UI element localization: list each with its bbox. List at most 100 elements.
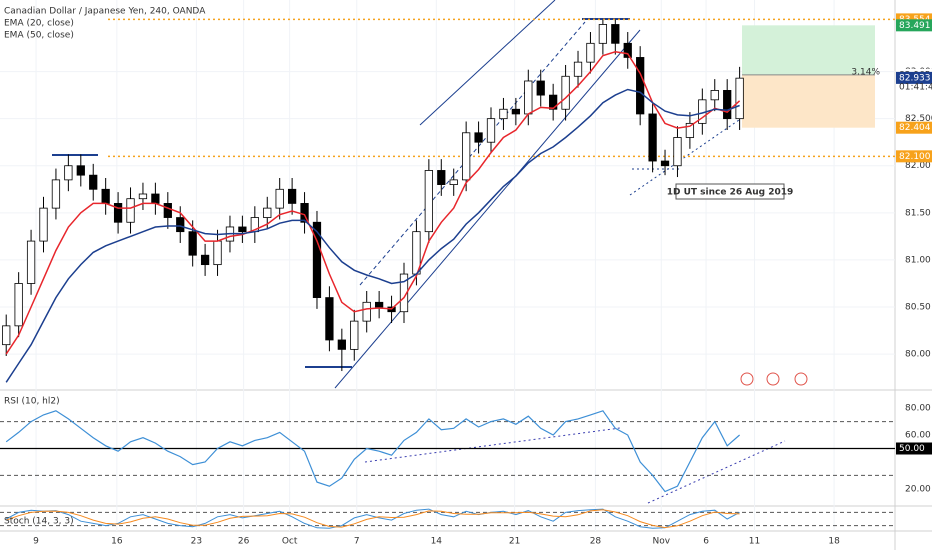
channel-mid (359, 21, 586, 286)
candle-body (113, 203, 123, 223)
candle-body (263, 207, 272, 218)
rsi-tick-label: 60.00 (905, 431, 931, 441)
ema-line (5, 51, 741, 355)
event-icon (766, 372, 780, 386)
chart-title: Canadian Dollar / Japanese Yen, 240, OAN… (4, 7, 206, 17)
stop-zone (742, 74, 875, 128)
price-label-box (896, 71, 932, 84)
midline-label: 50.00 (899, 444, 925, 454)
candle-body (89, 174, 98, 190)
candle-body (126, 198, 135, 223)
candle-body (474, 132, 483, 143)
x-tick-label: 9 (33, 537, 39, 547)
price-label: 82.404 (899, 123, 931, 133)
rsi-label: RSI (10, hl2) (4, 397, 60, 407)
candle-body (611, 24, 620, 44)
event-icon (794, 372, 808, 386)
x-tick-label: 7 (354, 537, 360, 547)
x-tick-label: 23 (191, 537, 202, 547)
candle-body (64, 165, 73, 181)
channel-line (334, 29, 641, 389)
y-tick-label: 82.500 (905, 114, 932, 124)
x-tick-label: Nov (653, 537, 671, 547)
drawings (52, 0, 808, 504)
candle-body (462, 132, 471, 181)
candle-body (536, 80, 545, 96)
ema-line (5, 88, 740, 383)
target-zone (742, 25, 875, 75)
candle-body (437, 170, 446, 185)
candle-body (636, 57, 645, 115)
price-label: 82.100 (899, 152, 931, 162)
candle-body (39, 207, 48, 242)
midline-label-box (896, 442, 932, 455)
candle-body (685, 122, 695, 138)
candle-body (598, 24, 608, 44)
candle-body (424, 170, 433, 233)
candle-body (76, 165, 85, 176)
candle-body (673, 137, 682, 167)
candle-body (26, 240, 36, 284)
candle-body (138, 193, 148, 200)
rsi-trendline (364, 427, 621, 463)
annotation: 1D UT since 26 Aug 2019 (667, 188, 794, 198)
candle-body (561, 75, 570, 110)
y-tick-label: 81.00 (905, 255, 931, 265)
candle-body (287, 188, 297, 204)
stoch-line (6, 509, 740, 529)
candle-body (51, 179, 61, 209)
candle-body (648, 113, 657, 162)
candle-body (325, 297, 334, 341)
candle-body (549, 94, 558, 110)
stoch-label: Stoch (14, 3, 3) (4, 517, 74, 527)
candle-body (362, 301, 371, 322)
x-tick-label: 21 (509, 537, 520, 547)
candle-body (275, 188, 284, 209)
candle-body (375, 301, 384, 308)
candle-body (2, 325, 11, 346)
x-tick-label: 16 (111, 537, 123, 547)
y-tick-label: 80.50 (905, 303, 931, 313)
candle-body (151, 193, 160, 204)
event-icon (740, 372, 754, 386)
candle-body (101, 188, 110, 204)
x-tick-label: Oct (282, 537, 298, 547)
candle-body (399, 273, 409, 313)
candle-body (499, 108, 508, 120)
candle-body (14, 283, 23, 327)
x-tick-label: 26 (238, 537, 250, 547)
x-tick-label: 6 (703, 537, 709, 547)
plot: 9 16 23 26 Oct 7 14 21 28 Nov 6 11 18 80.00 80.50 81.00… (0, 13, 932, 547)
candle-body (238, 226, 247, 233)
candle-body (524, 80, 533, 115)
channel-line (419, 0, 556, 126)
x-tick-label: 11 (749, 537, 760, 547)
price-label-box (896, 121, 932, 134)
price-label: 82.933 (899, 73, 931, 83)
candle-body (710, 90, 719, 101)
y-tick-label: 81.50 (905, 208, 931, 218)
stoch-line (5, 508, 740, 529)
candle-body (163, 203, 172, 218)
x-tick-label: 14 (431, 537, 443, 547)
x-tick-label: 18 (828, 537, 840, 547)
rsi-tick-label: 80.00 (905, 404, 931, 414)
countdown: 01:41:43 (899, 82, 932, 92)
price-label: 83.491 (899, 21, 931, 31)
candle-body (337, 339, 346, 350)
candle-body (176, 217, 185, 233)
rsi-tick-label: 20.00 (905, 484, 931, 494)
candle-body (586, 42, 595, 63)
x-tick-label: 28 (590, 537, 602, 547)
candle-body (660, 160, 670, 167)
rsi-trendline (647, 440, 786, 504)
indicator-label: EMA (50, close) (4, 31, 74, 41)
candle-body (312, 221, 322, 298)
candle-body (213, 240, 222, 266)
candle-body (188, 231, 197, 256)
price-label-box (896, 19, 932, 32)
price-label-box (896, 150, 932, 163)
y-tick-label: 82.00 (905, 161, 931, 171)
candle-body (200, 254, 210, 266)
